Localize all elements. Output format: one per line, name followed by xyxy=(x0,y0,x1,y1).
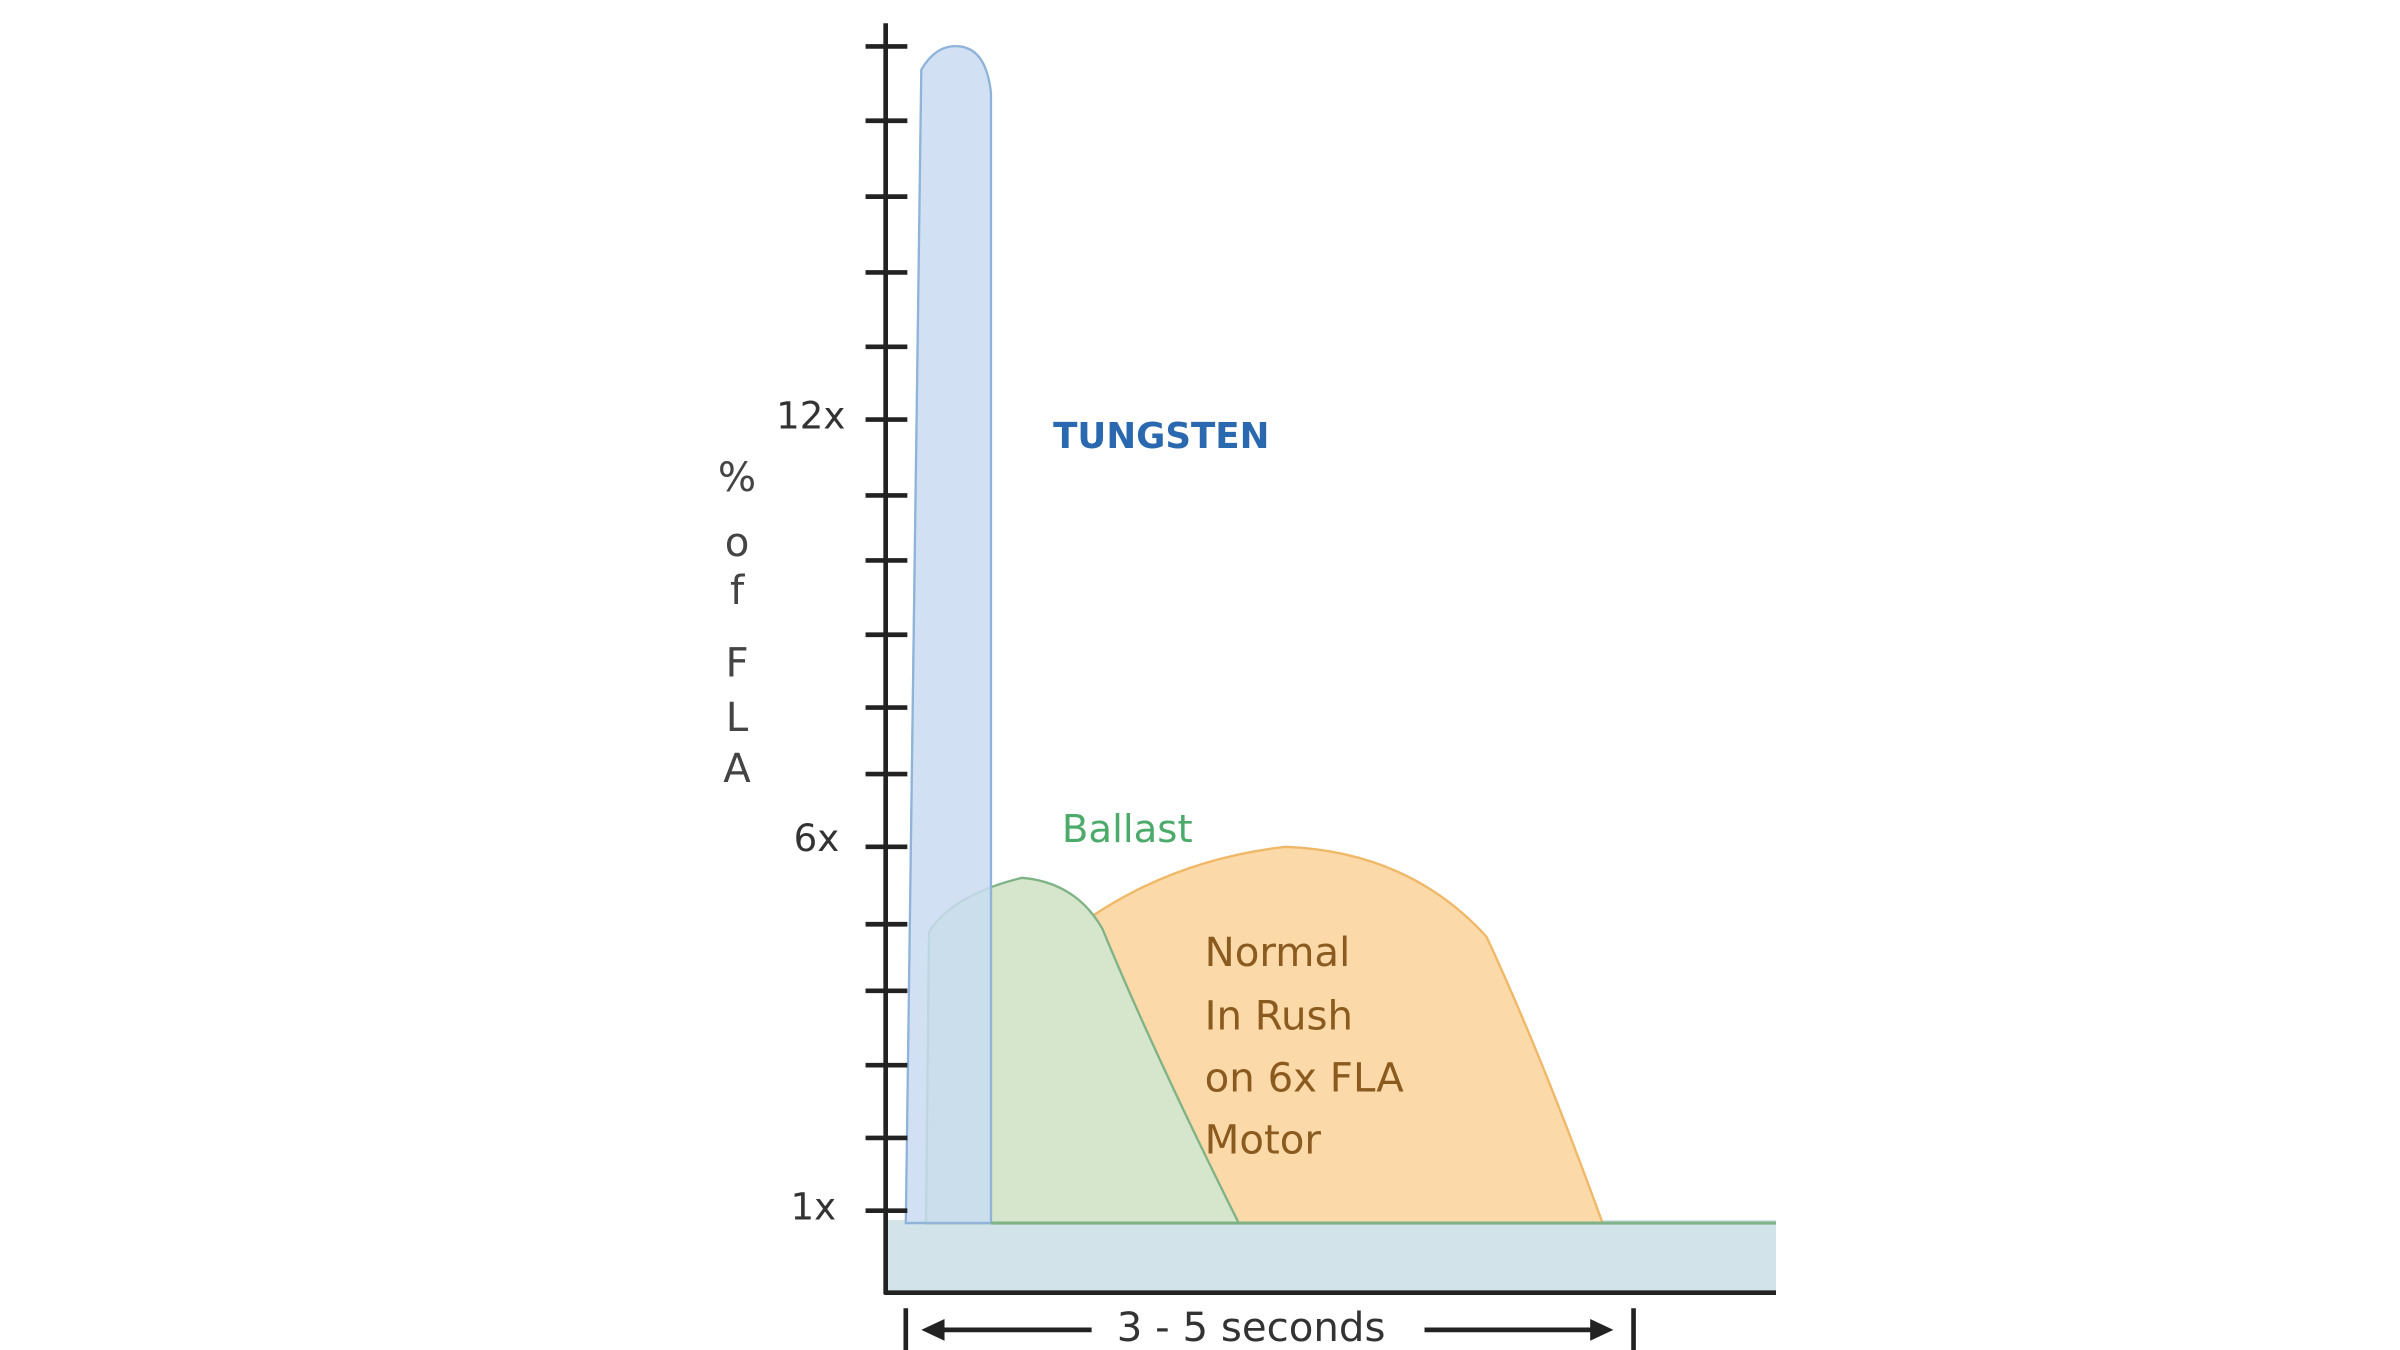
y-label-letter: % xyxy=(718,455,756,501)
arrow-head xyxy=(1590,1319,1614,1341)
motor-label: Normal In Rush on 6x FLA Motor xyxy=(1205,930,1405,1163)
y-label-letter: A xyxy=(723,746,751,792)
y-label-letter: f xyxy=(730,568,745,614)
time-span xyxy=(903,1308,1636,1350)
motor-curve xyxy=(1082,845,1605,1225)
y-label-letter: L xyxy=(726,695,749,741)
y-axis-label: % o f F L A xyxy=(718,455,756,792)
motor-label-line: In Rush xyxy=(1205,994,1353,1040)
y-label-letter: o xyxy=(725,520,750,566)
y-tick-label: 12x xyxy=(776,395,845,438)
x-axis-label: 3 - 5 seconds xyxy=(1117,1305,1386,1350)
motor-label-line: Motor xyxy=(1205,1118,1322,1164)
tungsten-curve xyxy=(904,44,993,1225)
y-label-letter: F xyxy=(725,641,748,687)
motor-label-line: Normal xyxy=(1205,930,1351,976)
y-tick-labels: 12x 6x 1x xyxy=(776,395,845,1229)
y-tick-label: 1x xyxy=(791,1186,837,1229)
y-ticks xyxy=(865,44,908,1213)
tungsten-label: TUNGSTEN xyxy=(1053,416,1269,457)
y-tick-label: 6x xyxy=(794,817,840,860)
base-band xyxy=(885,1219,1776,1293)
ballast-label: Ballast xyxy=(1062,807,1193,852)
arrow-head xyxy=(921,1319,945,1341)
motor-label-line: on 6x FLA xyxy=(1205,1056,1405,1102)
